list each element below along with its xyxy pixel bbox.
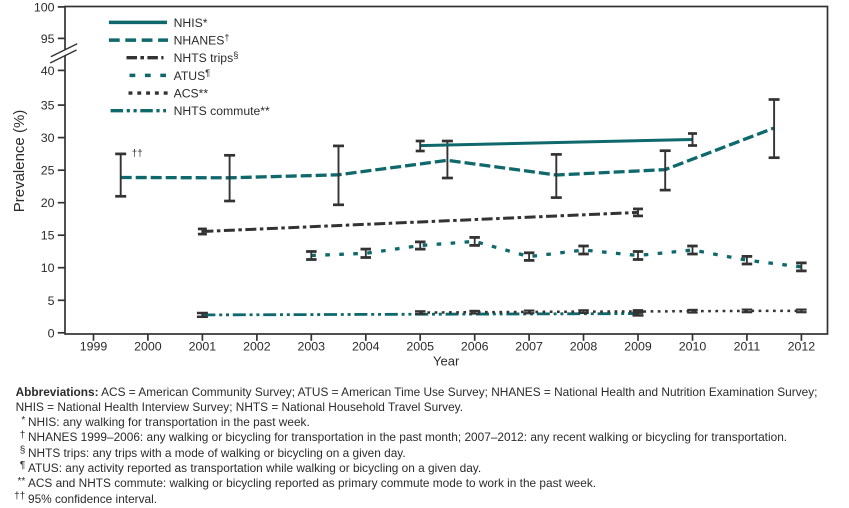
svg-text:2003: 2003 xyxy=(298,340,326,354)
svg-text:2007: 2007 xyxy=(515,340,543,354)
svg-text:35: 35 xyxy=(41,99,55,113)
svg-text:2001: 2001 xyxy=(189,340,217,354)
svg-text:2008: 2008 xyxy=(570,340,598,354)
svg-text:95: 95 xyxy=(41,32,55,46)
svg-text:††: †† xyxy=(132,148,143,159)
svg-text:2012: 2012 xyxy=(788,340,816,354)
svg-text:2005: 2005 xyxy=(406,340,434,354)
svg-text:2009: 2009 xyxy=(624,340,652,354)
svg-text:5: 5 xyxy=(48,294,55,308)
svg-text:20: 20 xyxy=(41,196,55,210)
svg-text:2011: 2011 xyxy=(734,340,761,354)
svg-text:2000: 2000 xyxy=(134,340,162,354)
svg-text:NHTS commute**: NHTS commute** xyxy=(174,104,270,118)
svg-text:100: 100 xyxy=(34,0,55,14)
svg-text:2010: 2010 xyxy=(679,340,707,354)
svg-text:2004: 2004 xyxy=(352,340,380,354)
svg-text:0: 0 xyxy=(48,326,55,340)
svg-text:25: 25 xyxy=(41,164,55,178)
svg-text:15: 15 xyxy=(41,229,55,243)
svg-text:NHTS trips§: NHTS trips§ xyxy=(174,50,239,65)
svg-text:1999: 1999 xyxy=(80,340,108,354)
svg-text:ATUS¶: ATUS¶ xyxy=(174,68,211,83)
svg-text:40: 40 xyxy=(41,64,55,78)
svg-text:2002: 2002 xyxy=(243,340,271,354)
svg-text:30: 30 xyxy=(41,131,55,145)
svg-text:Prevalence (%): Prevalence (%) xyxy=(11,110,28,213)
svg-text:10: 10 xyxy=(41,261,55,275)
svg-text:NHIS*: NHIS* xyxy=(174,16,208,30)
svg-text:Year: Year xyxy=(433,354,460,369)
svg-text:2006: 2006 xyxy=(461,340,489,354)
svg-text:ACS**: ACS** xyxy=(174,87,209,101)
svg-text:NHANES†: NHANES† xyxy=(174,33,230,48)
